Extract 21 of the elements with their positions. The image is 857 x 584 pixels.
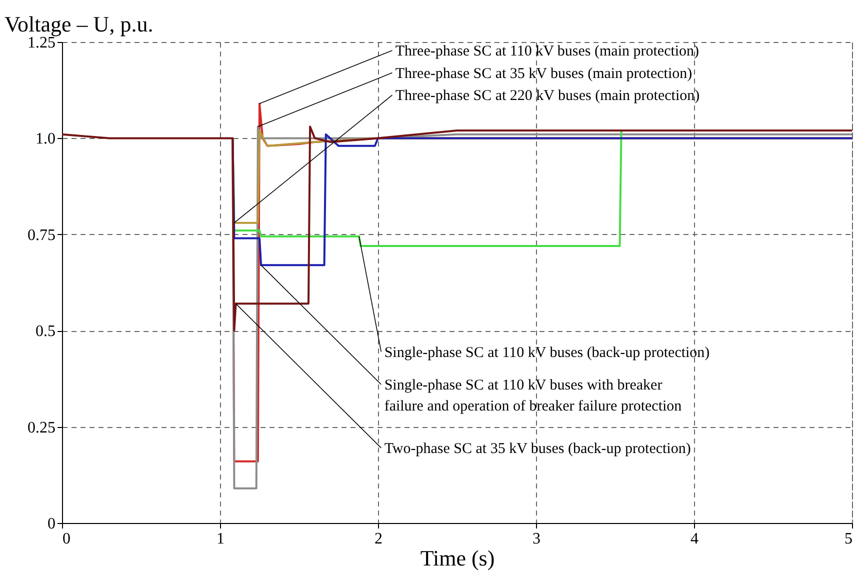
text: Single-phase SC at 110 kV buses (back-up protection) <box>384 344 710 361</box>
line-series <box>232 133 853 266</box>
y-axis-title: Voltage – U, p.u. <box>4 12 154 36</box>
text: Three-phase SC at 220 kV buses (main protection) <box>395 88 700 104</box>
line-series <box>61 126 853 332</box>
y-tick-label: 0 <box>48 516 56 532</box>
x-axis-title: Time (s) <box>420 546 495 570</box>
x-tick-label: 3 <box>532 530 540 548</box>
text: Three-phase SC at 110 kV buses (main protection) <box>395 43 700 60</box>
y-tick-label: 0.75 <box>28 226 56 244</box>
x-tick-label: 1 <box>216 530 224 548</box>
y-tick-label: 1.0 <box>36 130 56 148</box>
x-tick-label: 4 <box>690 530 698 548</box>
text: Single-phase SC at 110 kV buses with breaker failure and operation of breaker failure protection <box>384 377 682 414</box>
x-tick-label: 0 <box>62 530 70 548</box>
text: Two-phase SC at 35 kV buses (back-up protection) <box>384 440 691 457</box>
x-tick-label: 5 <box>844 530 852 548</box>
x-tick-label: 2 <box>374 530 382 548</box>
text: Three-phase SC at 35 kV buses (main protection) <box>395 66 692 82</box>
y-tick-label: 0.5 <box>36 323 56 340</box>
y-tick-label: 0.25 <box>28 419 56 436</box>
